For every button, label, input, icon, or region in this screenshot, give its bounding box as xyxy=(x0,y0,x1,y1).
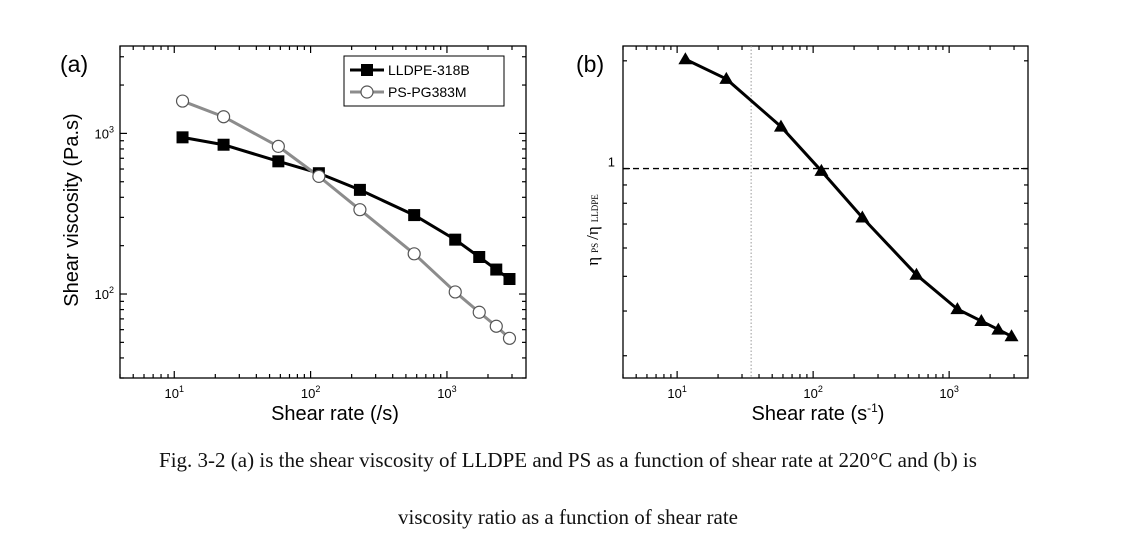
series-line-lldpe xyxy=(182,135,511,281)
ratio-point xyxy=(814,163,829,176)
panel-a-y-tick-label: 102 xyxy=(95,285,114,302)
legend-label-ps: PS-PG383M xyxy=(388,84,467,100)
ps-point xyxy=(502,331,517,345)
legend-label-lldpe: LLDPE-318B xyxy=(388,62,470,78)
panel-a-legend: LLDPE-318B PS-PG383M xyxy=(343,55,505,107)
figure-caption-line-2: viscosity ratio as a function of shear r… xyxy=(398,505,738,529)
panel-a-y-tick-label: 103 xyxy=(95,124,114,141)
ratio-point xyxy=(974,314,989,327)
panel-a-ticks: 101 102 103 102 103 xyxy=(95,46,526,401)
panel-b-ticks: 101 102 103 xyxy=(622,46,1028,401)
panel-a: 101 102 103 102 103 (a) Shear rate (/s) Shea… xyxy=(60,45,527,425)
series-line-ratio xyxy=(684,57,1013,338)
ratio-point xyxy=(773,119,788,132)
panel-a-label: (a) xyxy=(60,51,88,77)
lldpe-point xyxy=(272,155,285,168)
panel-a-x-tick-label: 103 xyxy=(437,384,456,401)
panel-b-reference-lines: 1 xyxy=(608,46,1028,378)
ratio-point xyxy=(855,210,870,223)
lldpe-point xyxy=(449,233,462,246)
ps-point xyxy=(407,247,421,261)
ps-point xyxy=(489,319,503,333)
ratio-point xyxy=(719,71,734,84)
series-line-ps xyxy=(181,99,511,340)
lldpe-point xyxy=(353,183,366,196)
lldpe-point xyxy=(217,138,230,151)
ps-point xyxy=(175,94,190,108)
panel-a-y-axis-label: Shear viscosity (Pa.s) xyxy=(61,113,83,306)
lldpe-point xyxy=(176,131,189,144)
figure: 101 102 103 102 103 (a) Shear rate (/s) Shea… xyxy=(60,45,1029,425)
ratio-point xyxy=(678,52,693,65)
ps-point xyxy=(448,285,462,299)
panel-b-x-axis-label: Shear rate (s-1) xyxy=(752,401,885,425)
panel-b: 101 102 103 1 (b) Shear rate (s-1) ηPS/ηLL… xyxy=(576,45,1029,425)
panel-b-x-tick-label: 102 xyxy=(803,384,822,401)
panel-b-label: (b) xyxy=(576,51,604,77)
panel-a-x-tick-label: 101 xyxy=(165,384,184,401)
ratio-point xyxy=(950,302,965,315)
panel-b-series xyxy=(678,52,1019,342)
panel-a-axes-frame xyxy=(119,45,527,379)
ps-point xyxy=(271,139,285,153)
ratio-point xyxy=(991,322,1006,335)
panel-a-x-tick-label: 102 xyxy=(301,384,320,401)
panel-b-y-axis-label: ηPS/ηLLDPE xyxy=(583,194,602,266)
ratio-point xyxy=(1004,329,1019,342)
ps-point xyxy=(472,305,486,319)
panel-b-x-tick-label: 101 xyxy=(667,384,686,401)
ps-point xyxy=(312,169,326,183)
panel-b-axes-frame xyxy=(622,45,1029,379)
panel-b-x-tick-label: 103 xyxy=(939,384,958,401)
lldpe-point xyxy=(473,250,486,263)
figure-caption-line-1: Fig. 3-2 (a) is the shear viscosity of L… xyxy=(159,448,977,472)
ps-point xyxy=(216,110,231,124)
reference-line-label: 1 xyxy=(608,155,615,170)
panel-a-x-axis-label: Shear rate (/s) xyxy=(271,403,399,425)
lldpe-point xyxy=(490,263,503,276)
legend-marker-lldpe xyxy=(361,64,373,76)
legend-marker-ps xyxy=(360,85,374,99)
lldpe-point xyxy=(503,273,516,286)
panel-a-series xyxy=(175,94,517,345)
lldpe-point xyxy=(408,209,421,222)
ratio-point xyxy=(909,267,924,280)
ps-point xyxy=(353,203,367,217)
